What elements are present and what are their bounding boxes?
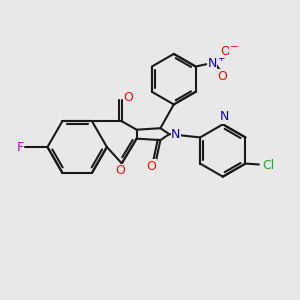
Text: −: − [230, 42, 239, 52]
Text: O: O [218, 70, 227, 83]
Text: F: F [16, 140, 23, 154]
Text: N: N [171, 128, 181, 141]
Text: N: N [207, 57, 217, 70]
Text: O: O [115, 164, 125, 177]
Text: N: N [220, 110, 229, 123]
Text: +: + [217, 54, 225, 63]
Text: O: O [220, 45, 230, 58]
Text: O: O [146, 160, 156, 173]
Text: Cl: Cl [262, 159, 274, 172]
Text: O: O [123, 91, 133, 104]
